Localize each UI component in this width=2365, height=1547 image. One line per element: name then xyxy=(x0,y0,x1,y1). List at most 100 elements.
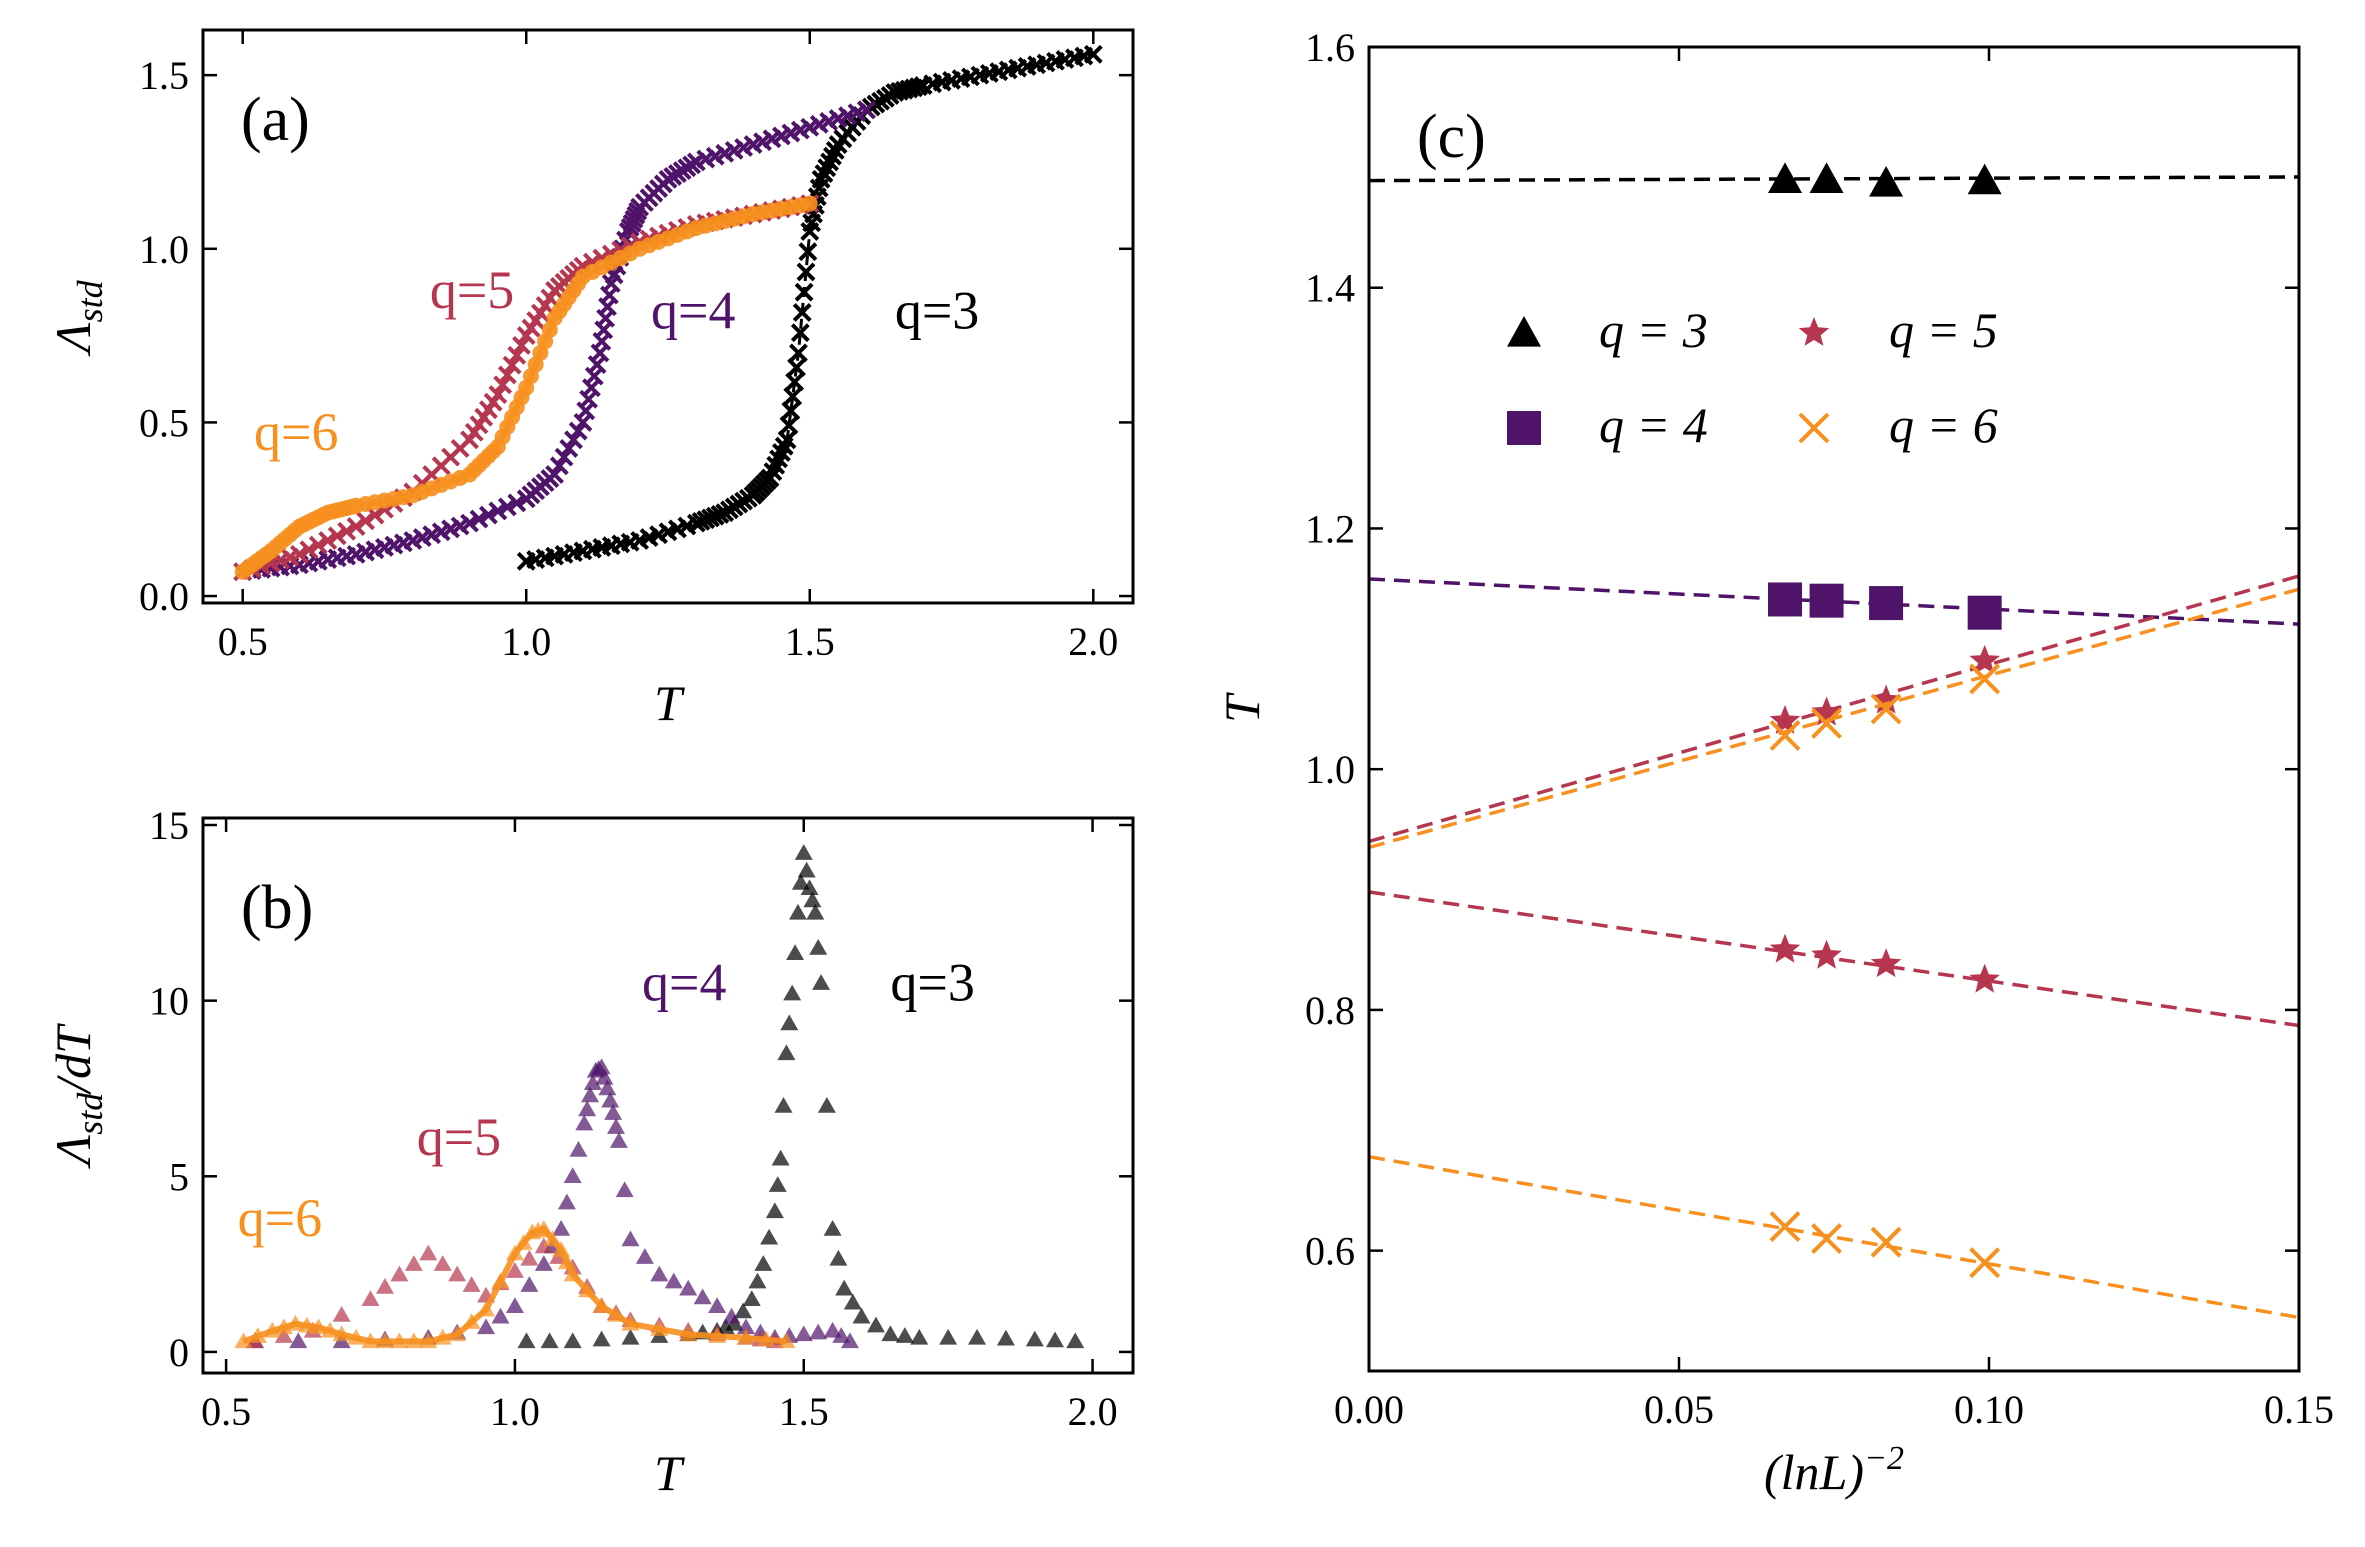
data-point xyxy=(664,1272,683,1289)
data-point xyxy=(794,282,814,302)
y-axis-label: Λstd xyxy=(45,279,110,356)
data-point xyxy=(609,1132,628,1148)
data-point xyxy=(1046,1331,1065,1348)
data-point xyxy=(234,1332,253,1349)
data-point xyxy=(477,1300,496,1317)
data-point xyxy=(621,1230,640,1247)
data-point xyxy=(327,526,347,546)
data-point xyxy=(789,343,808,363)
y-tick-label: 1.0 xyxy=(139,227,189,272)
data-point xyxy=(791,873,810,890)
panel-a: 0.5 1.0 1.5 2.0 0.0 0.5 1.0 1.5 (a) q=5 q=4 q=3 q=6 T… xyxy=(45,28,1135,731)
data-point xyxy=(347,1328,366,1345)
series-q3 xyxy=(1369,162,2299,197)
data-point xyxy=(505,1244,524,1261)
data-point xyxy=(563,1265,582,1282)
data-point xyxy=(809,938,828,955)
data-point xyxy=(321,1321,340,1338)
data-point xyxy=(356,511,375,531)
data-point xyxy=(308,535,328,555)
data-point xyxy=(488,501,508,521)
data-point xyxy=(578,1281,597,1298)
data-point xyxy=(798,242,818,262)
data-point xyxy=(803,891,822,908)
data-point xyxy=(419,1244,438,1261)
data-point xyxy=(534,1219,553,1236)
legend: q = 3 q = 5 q = 4 q = 6 xyxy=(1507,302,1998,453)
data-point xyxy=(375,1332,394,1349)
data-point xyxy=(390,1332,409,1349)
x-tick-label: 0.15 xyxy=(2264,1387,2334,1432)
data-point xyxy=(765,1202,784,1219)
annotation-q4: q=4 xyxy=(651,281,735,341)
data-point xyxy=(601,1091,620,1108)
data-point xyxy=(708,1327,727,1343)
data-point xyxy=(497,497,517,517)
data-point xyxy=(507,345,527,365)
data-point xyxy=(1811,939,1842,969)
data-point xyxy=(433,1255,452,1271)
data-point xyxy=(534,1237,553,1254)
data-point xyxy=(286,1314,305,1331)
legend-label-q5: q = 5 xyxy=(1889,302,1998,358)
data-point xyxy=(621,1314,640,1331)
legend-marker-q3 xyxy=(1507,316,1541,347)
annotation-q3: q=3 xyxy=(895,281,979,341)
data-point xyxy=(779,415,799,435)
data-point xyxy=(1768,162,1803,193)
x-tick-label: 1.5 xyxy=(785,619,835,664)
data-point xyxy=(794,1325,813,1342)
data-point xyxy=(592,1330,611,1347)
x-tick-label: 2.0 xyxy=(1068,619,1118,664)
data-point xyxy=(419,1332,438,1349)
data-point xyxy=(505,1297,524,1314)
data-point xyxy=(1870,684,1902,714)
data-point xyxy=(552,1219,571,1236)
data-point xyxy=(787,358,806,377)
data-point xyxy=(552,1241,571,1257)
data-point xyxy=(1969,1247,2001,1279)
data-point xyxy=(512,336,531,355)
data-point xyxy=(575,1114,594,1131)
data-point xyxy=(592,1058,611,1075)
x-tick-label: 1.5 xyxy=(779,1389,829,1434)
y-tick-label: 1.2 xyxy=(1305,506,1355,551)
data-point xyxy=(361,1290,380,1306)
series-q6 xyxy=(1369,587,2299,850)
data-point xyxy=(404,1332,423,1349)
data-point xyxy=(581,1086,600,1103)
legend-marker-q4 xyxy=(1507,411,1541,445)
data-point xyxy=(497,365,517,385)
fit-line xyxy=(1369,1155,2299,1320)
data-point xyxy=(493,375,513,395)
data-point xyxy=(289,544,309,564)
series-q6 xyxy=(1369,1155,2299,1320)
data-point xyxy=(832,1327,851,1343)
annotation-q5: q=5 xyxy=(430,260,514,320)
data-point xyxy=(477,1318,496,1335)
data-point xyxy=(881,1325,900,1342)
x-tick-label: 2.0 xyxy=(1068,1389,1118,1434)
data-point xyxy=(817,1097,836,1113)
data-point xyxy=(563,1332,582,1349)
x-tick-label: 0.5 xyxy=(201,1389,251,1434)
y-tick-label: 0.8 xyxy=(1305,988,1355,1033)
data-point xyxy=(543,1230,562,1247)
axes-frame xyxy=(201,28,1135,605)
data-point xyxy=(491,1307,510,1324)
x-tick-label: 0.5 xyxy=(218,619,268,664)
data-point xyxy=(583,1074,602,1090)
data-point xyxy=(996,1329,1015,1346)
data-point xyxy=(615,1181,634,1198)
data-point xyxy=(708,1297,727,1314)
data-point xyxy=(578,1100,597,1117)
data-point xyxy=(734,1302,753,1319)
y-tick-label: 0.0 xyxy=(139,574,189,619)
y-tick-label: 0 xyxy=(169,1330,189,1375)
data-point xyxy=(491,1272,510,1289)
y-tick-label: 1.6 xyxy=(1305,25,1355,70)
y-tick-label: 5 xyxy=(169,1154,189,1199)
data-point xyxy=(679,1325,698,1342)
data-point xyxy=(592,1297,611,1314)
x-axis-label: (lnL)−2 xyxy=(1764,1440,1904,1500)
